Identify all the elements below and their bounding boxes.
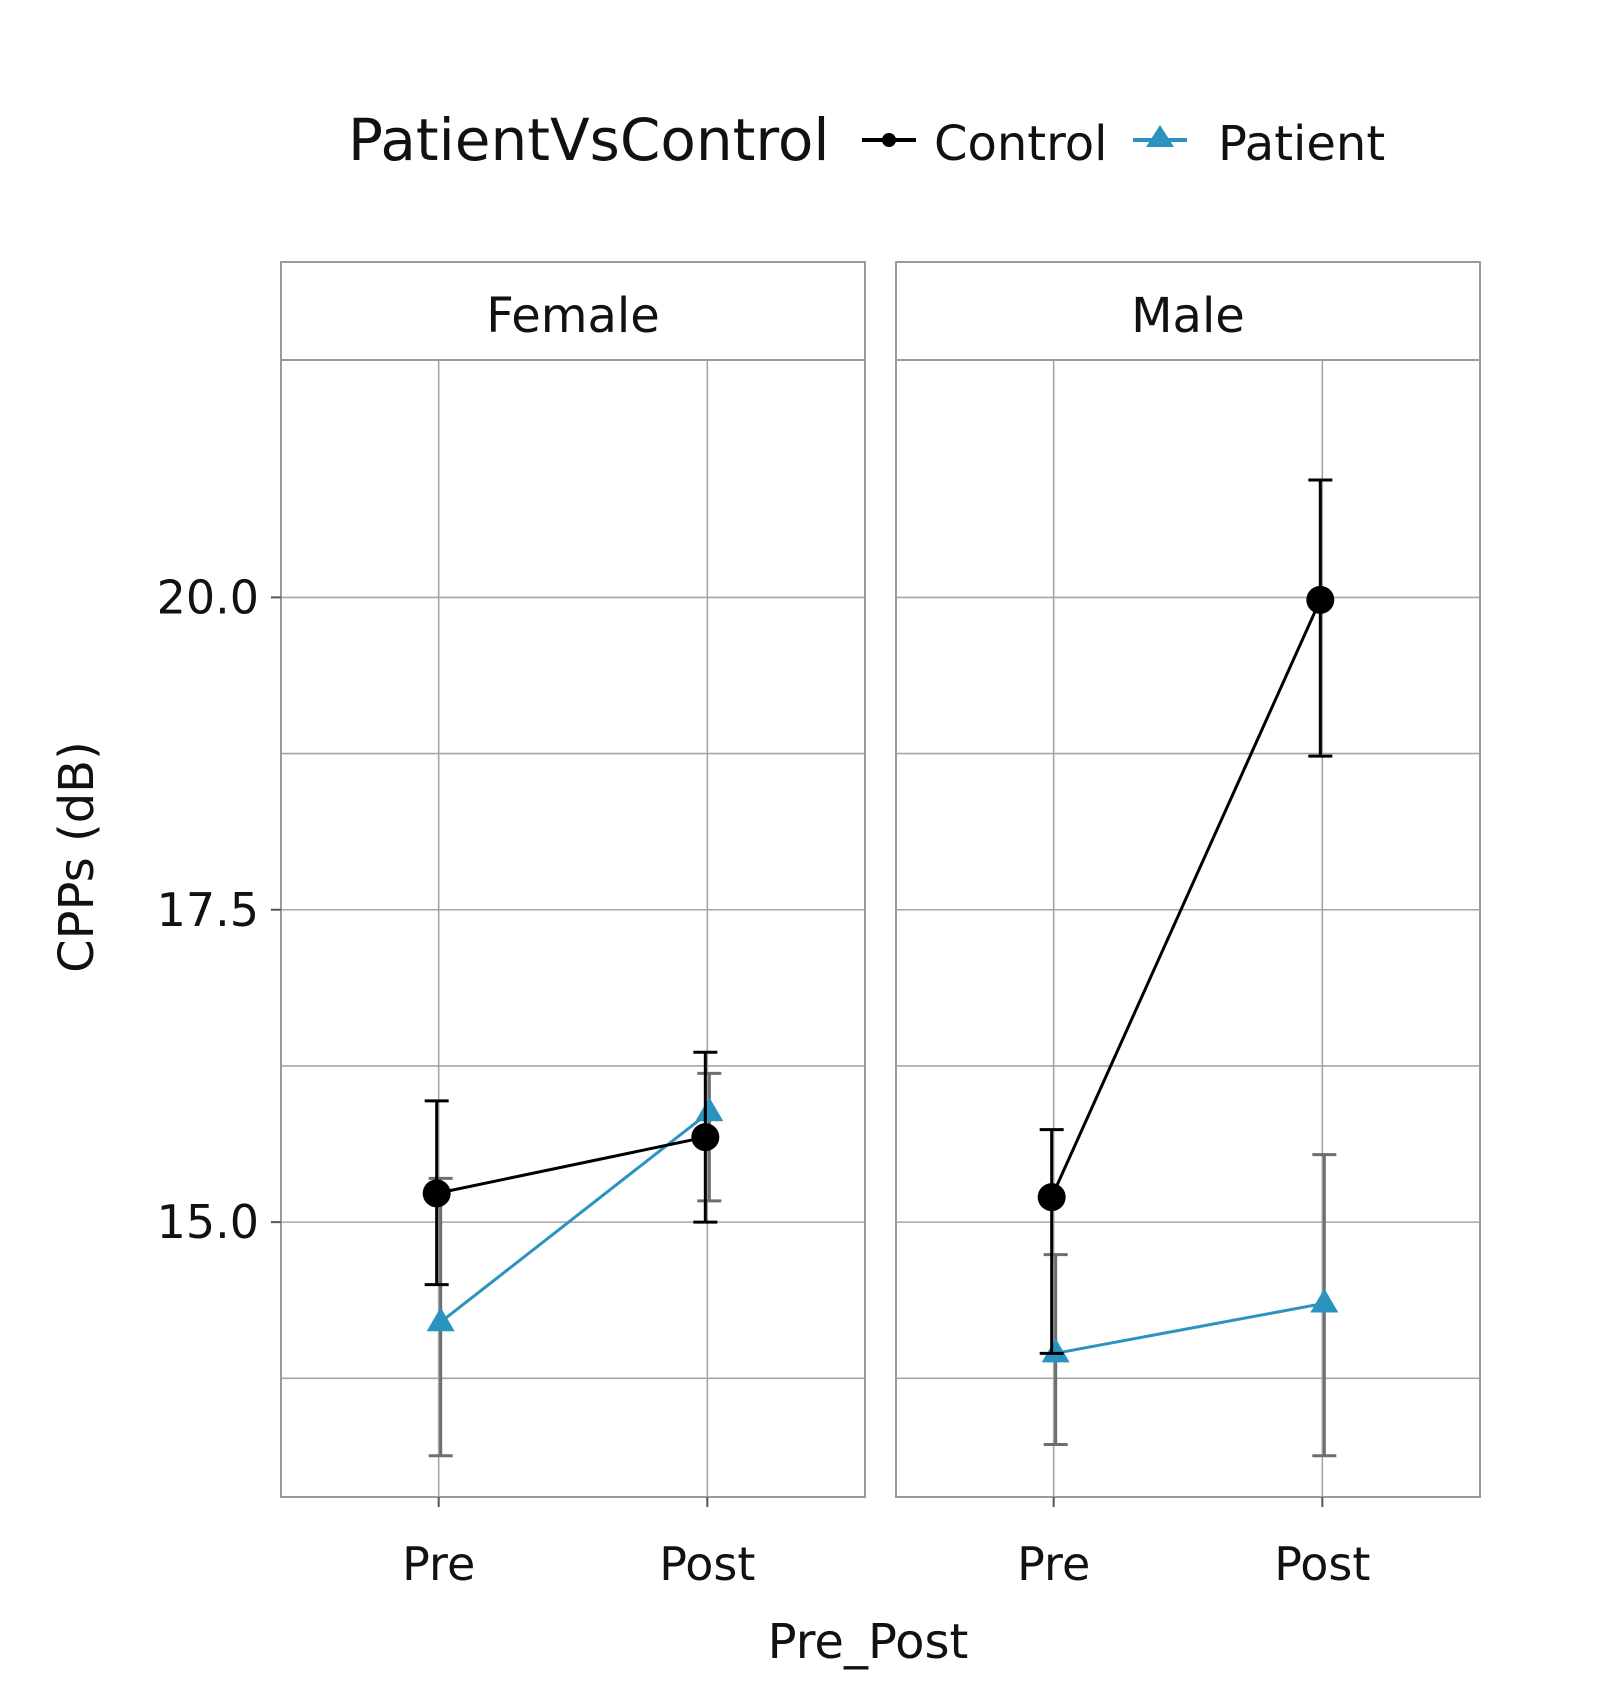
x-tick-label-male-0: Pre <box>1017 1537 1090 1591</box>
data-point-male-control-0 <box>1037 1183 1066 1212</box>
panels: Female Pre Post 15.0 17.5 20.0 Male Pre Post <box>157 261 1481 1591</box>
y-tick-label-2: 20.0 <box>157 570 259 624</box>
panel-female: Female Pre Post 15.0 17.5 20.0 <box>157 261 866 1591</box>
y-axis-title: CPPs (dB) <box>49 741 105 973</box>
data-point-female-control-0 <box>422 1179 451 1208</box>
panel-border-female <box>280 359 866 1498</box>
panel-border-male <box>895 359 1481 1498</box>
data-point-female-patient-0 <box>426 1307 455 1332</box>
panel-strip-label-female: Female <box>486 288 660 344</box>
x-tick-label-female-0: Pre <box>402 1537 475 1591</box>
data-point-male-patient-0 <box>1041 1338 1070 1363</box>
legend-item-patient: Patient <box>1133 116 1385 172</box>
legend-patient-marker <box>1146 125 1174 147</box>
x-tick-label-female-1: Post <box>659 1537 755 1591</box>
legend-control-marker <box>882 133 896 147</box>
error-bar-male-control-0 <box>1039 1128 1064 1355</box>
gridlines-male <box>896 360 1480 1497</box>
legend: PatientVsControl Control Patient <box>348 106 1385 174</box>
y-tick-label-0: 15.0 <box>157 1195 259 1249</box>
legend-item-control: Control <box>862 116 1108 172</box>
data-point-female-patient-1 <box>695 1097 724 1122</box>
error-bar-male-control-1 <box>1308 478 1333 758</box>
x-tick-label-male-1: Post <box>1274 1537 1370 1591</box>
panel-male: Male Pre Post <box>895 261 1481 1591</box>
series-line-male-patient <box>1055 1301 1325 1355</box>
legend-label-patient: Patient <box>1218 116 1385 172</box>
series-line-male-control <box>1050 599 1322 1198</box>
legend-label-control: Control <box>934 116 1108 172</box>
x-axis-title: Pre_Post <box>768 1614 969 1670</box>
data-point-male-control-1 <box>1306 585 1335 614</box>
panel-strip-female <box>280 261 866 361</box>
gridlines-female <box>281 360 865 1497</box>
legend-title: PatientVsControl <box>348 106 830 174</box>
series-line-female-control <box>436 1135 706 1195</box>
data-point-male-patient-1 <box>1310 1288 1339 1313</box>
panel-strip-label-male: Male <box>1131 288 1245 344</box>
data-point-female-control-1 <box>691 1123 720 1152</box>
y-tick-label-1: 17.5 <box>157 883 259 937</box>
